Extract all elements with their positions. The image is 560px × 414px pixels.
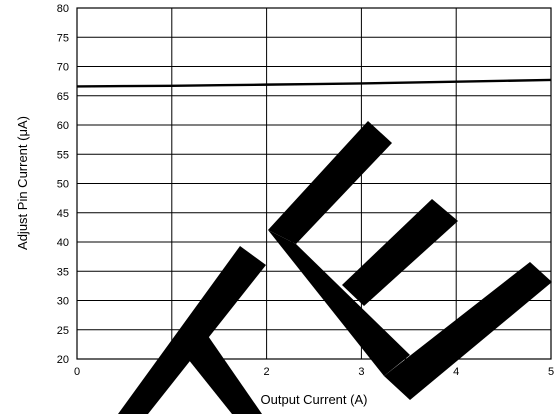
y-tick-label: 45 (57, 208, 69, 220)
series-line (76, 78, 552, 88)
y-tick-label: 30 (57, 296, 69, 308)
y-tick-label: 55 (57, 149, 69, 161)
y-tick-label: 70 (57, 62, 69, 74)
y-tick-label: 80 (57, 3, 69, 15)
watermark-stroke-6 (384, 262, 552, 400)
y-tick-label: 75 (57, 32, 69, 44)
y-tick-label: 25 (57, 325, 69, 337)
y-tick-label: 65 (57, 91, 69, 103)
x-tick-labels: 0 1 2 3 4 5 (74, 366, 554, 378)
y-tick-label: 50 (57, 179, 69, 191)
y-tick-label: 20 (57, 354, 69, 366)
watermark (118, 121, 552, 414)
watermark-stroke-3 (268, 121, 392, 244)
y-tick-labels: 20 25 30 35 40 45 50 55 60 65 70 75 80 (57, 3, 69, 366)
watermark-stroke-1 (118, 246, 266, 414)
y-tick-label: 35 (57, 266, 69, 278)
watermark-stroke-5 (342, 199, 458, 306)
x-tick-label: 0 (74, 366, 80, 378)
y-axis-title: Adjust Pin Current (μA) (15, 116, 30, 250)
y-tick-label: 60 (57, 120, 69, 132)
x-tick-label: 2 (264, 366, 270, 378)
x-tick-label: 4 (453, 366, 459, 378)
watermark-stroke-2 (184, 333, 262, 414)
x-tick-label: 3 (358, 366, 364, 378)
x-axis-title: Output Current (A) (261, 392, 368, 407)
y-tick-label: 40 (57, 237, 69, 249)
x-tick-label: 5 (548, 366, 554, 378)
watermark-stroke-4 (268, 230, 410, 376)
x-tick-label: 1 (169, 366, 175, 378)
plot-frame (76, 7, 552, 360)
